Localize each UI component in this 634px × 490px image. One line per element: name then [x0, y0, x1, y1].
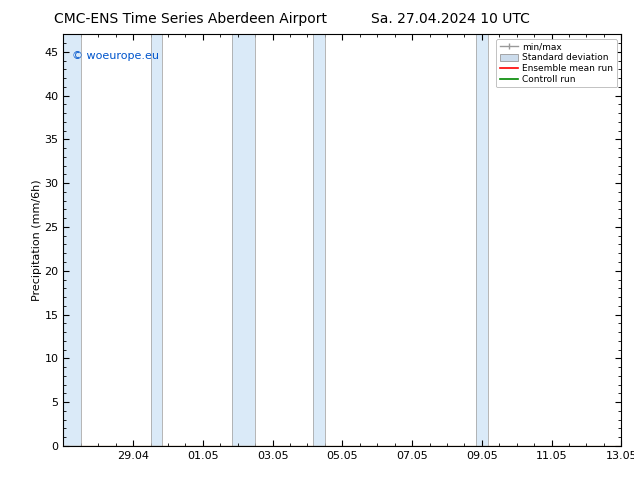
- Y-axis label: Precipitation (mm/6h): Precipitation (mm/6h): [32, 179, 42, 301]
- Bar: [63, 34, 81, 446]
- Bar: [313, 34, 325, 446]
- Text: CMC-ENS Time Series Aberdeen Airport: CMC-ENS Time Series Aberdeen Airport: [54, 12, 327, 26]
- Text: Sa. 27.04.2024 10 UTC: Sa. 27.04.2024 10 UTC: [371, 12, 529, 26]
- Bar: [150, 34, 162, 446]
- Bar: [476, 34, 488, 446]
- Text: © woeurope.eu: © woeurope.eu: [72, 51, 158, 61]
- Legend: min/max, Standard deviation, Ensemble mean run, Controll run: min/max, Standard deviation, Ensemble me…: [496, 39, 617, 87]
- Bar: [232, 34, 255, 446]
